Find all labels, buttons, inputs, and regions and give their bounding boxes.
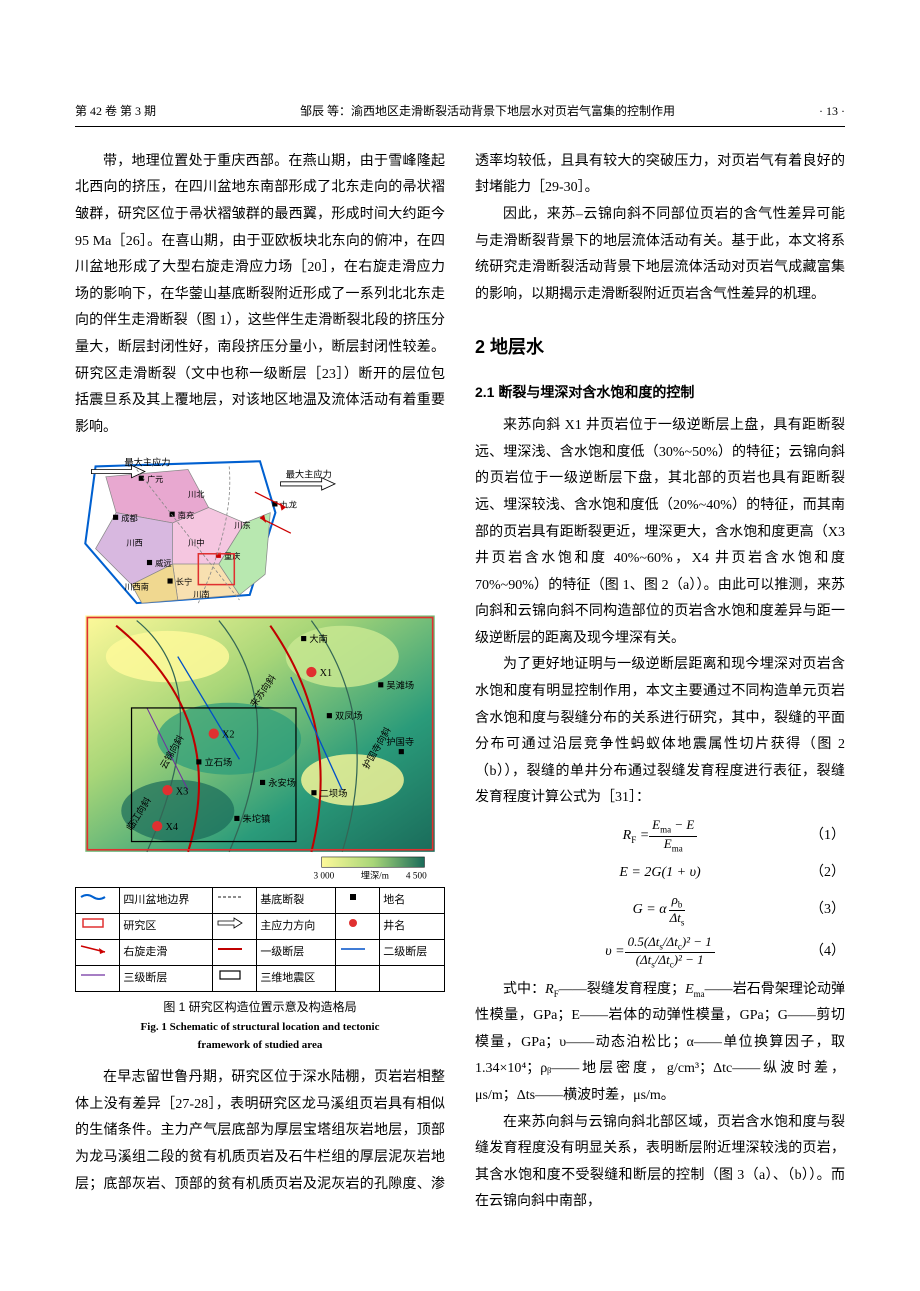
paragraph: 带，地理位置处于重庆西部。在燕山期，由于雪峰隆起北西向的挤压，在四川盆地东南部形… xyxy=(75,149,445,442)
svg-text:X4: X4 xyxy=(165,823,178,834)
legend-row: 四川盆地边界 基底断裂 地名 xyxy=(76,887,445,913)
paragraph: 为了更好地证明与一级逆断层距离和现今埋深对页岩含水饱和度有明显控制作用，本文主要… xyxy=(475,652,845,812)
svg-text:重庆: 重庆 xyxy=(224,551,240,561)
equation-4: υ = 0.5(Δts/Δtc)² − 1 (Δts/Δtc)² − 1 （4） xyxy=(475,935,845,971)
svg-text:双凤场: 双凤场 xyxy=(335,712,363,722)
two-column-body: 带，地理位置处于重庆西部。在燕山期，由于雪峰隆起北西向的挤压，在四川盆地东南部形… xyxy=(75,149,845,1216)
legend-table: 四川盆地边界 基底断裂 地名 研究区 主应力方向 井名 右旋走滑 一级断层 二级… xyxy=(75,887,445,992)
svg-text:川北: 川北 xyxy=(188,491,204,500)
svg-text:南充: 南充 xyxy=(178,510,194,520)
svg-text:护国寺: 护国寺 xyxy=(386,736,414,747)
svg-text:朱坨镇: 朱坨镇 xyxy=(243,813,271,824)
svg-text:永安场: 永安场 xyxy=(268,777,296,788)
svg-text:吴滩场: 吴滩场 xyxy=(386,680,414,691)
svg-text:X3: X3 xyxy=(176,787,189,798)
figure-caption-cn: 图 1 研究区构造位置示意及构造格局 xyxy=(75,996,445,1019)
header-left: 第 42 卷 第 3 期 xyxy=(75,100,156,123)
svg-text:川西南: 川西南 xyxy=(124,582,149,592)
figure-1: 最大主应力 最大主应力 广元 川北 成都 南充 川东 九龙 川西 川中 威远 重… xyxy=(75,451,445,1053)
map-svg: 最大主应力 最大主应力 广元 川北 成都 南充 川东 九龙 川西 川中 威远 重… xyxy=(75,451,445,883)
svg-text:长宁: 长宁 xyxy=(176,577,192,587)
stress-label: 最大主应力 xyxy=(286,469,332,480)
svg-text:立石场: 立石场 xyxy=(205,757,233,768)
header-right: · 13 · xyxy=(819,100,845,123)
svg-text:埋深/m: 埋深/m xyxy=(361,871,390,881)
subsection-heading: 2.1 断裂与埋深对含水饱和度的控制 xyxy=(475,379,845,406)
section-heading: 2 地层水 xyxy=(475,330,845,364)
svg-text:成都: 成都 xyxy=(121,513,137,523)
svg-text:川南: 川南 xyxy=(193,589,209,599)
svg-text:大南: 大南 xyxy=(309,633,327,644)
legend-row: 三级断层 三维地震区 xyxy=(76,965,445,991)
svg-text:广元: 广元 xyxy=(147,474,163,484)
legend-row: 研究区 主应力方向 井名 xyxy=(76,913,445,939)
paragraph: 来苏向斜 X1 井页岩位于一级逆断层上盘，具有距断裂远、埋深浅、含水饱和度低（3… xyxy=(475,413,845,652)
paragraph: 在来苏向斜与云锦向斜北部区域，页岩含水饱和度与裂缝发育程度没有明显关系，表明断层… xyxy=(475,1110,845,1216)
svg-text:X2: X2 xyxy=(222,730,235,741)
equation-2: E = 2G(1 + υ) （2） xyxy=(475,860,845,887)
figure-caption-en: Fig. 1 Schematic of structural location … xyxy=(75,1020,445,1035)
header-center: 邹辰 等：渝西地区走滑断裂活动背景下地层水对页岩气富集的控制作用 xyxy=(300,100,675,123)
equation-1: RF = Ema − EEma （1） xyxy=(475,818,845,854)
svg-text:4 500: 4 500 xyxy=(406,871,427,881)
svg-text:威远: 威远 xyxy=(155,558,171,568)
svg-text:二坝场: 二坝场 xyxy=(320,789,348,799)
paragraph: 因此，来苏–云锦向斜不同部位页岩的含气性差异可能与走滑断裂背景下的地层流体活动有… xyxy=(475,202,845,308)
overview-map: 最大主应力 最大主应力 广元 川北 成都 南充 川东 九龙 川西 川中 威远 重… xyxy=(77,453,335,607)
legend-row: 右旋走滑 一级断层 二级断层 xyxy=(76,939,445,965)
svg-text:川东: 川东 xyxy=(234,520,250,530)
equation-3: G = α ρbΔts （3） xyxy=(475,893,845,929)
main-map: X1 X2 X3 X4 大南 吴滩场 双凤场 立石场 护国寺 永安场 二坝场 朱… xyxy=(85,616,434,881)
svg-text:川西: 川西 xyxy=(126,539,142,548)
paragraph: 式中：RF——裂缝发育程度；Ema——岩石骨架理论动弹性模量，GPa；E——岩体… xyxy=(475,977,845,1110)
svg-text:3 000: 3 000 xyxy=(313,871,334,881)
page-header: 第 42 卷 第 3 期 邹辰 等：渝西地区走滑断裂活动背景下地层水对页岩气富集… xyxy=(75,100,845,127)
svg-text:X1: X1 xyxy=(320,668,333,679)
figure-caption-en: framework of studied area xyxy=(75,1038,445,1053)
